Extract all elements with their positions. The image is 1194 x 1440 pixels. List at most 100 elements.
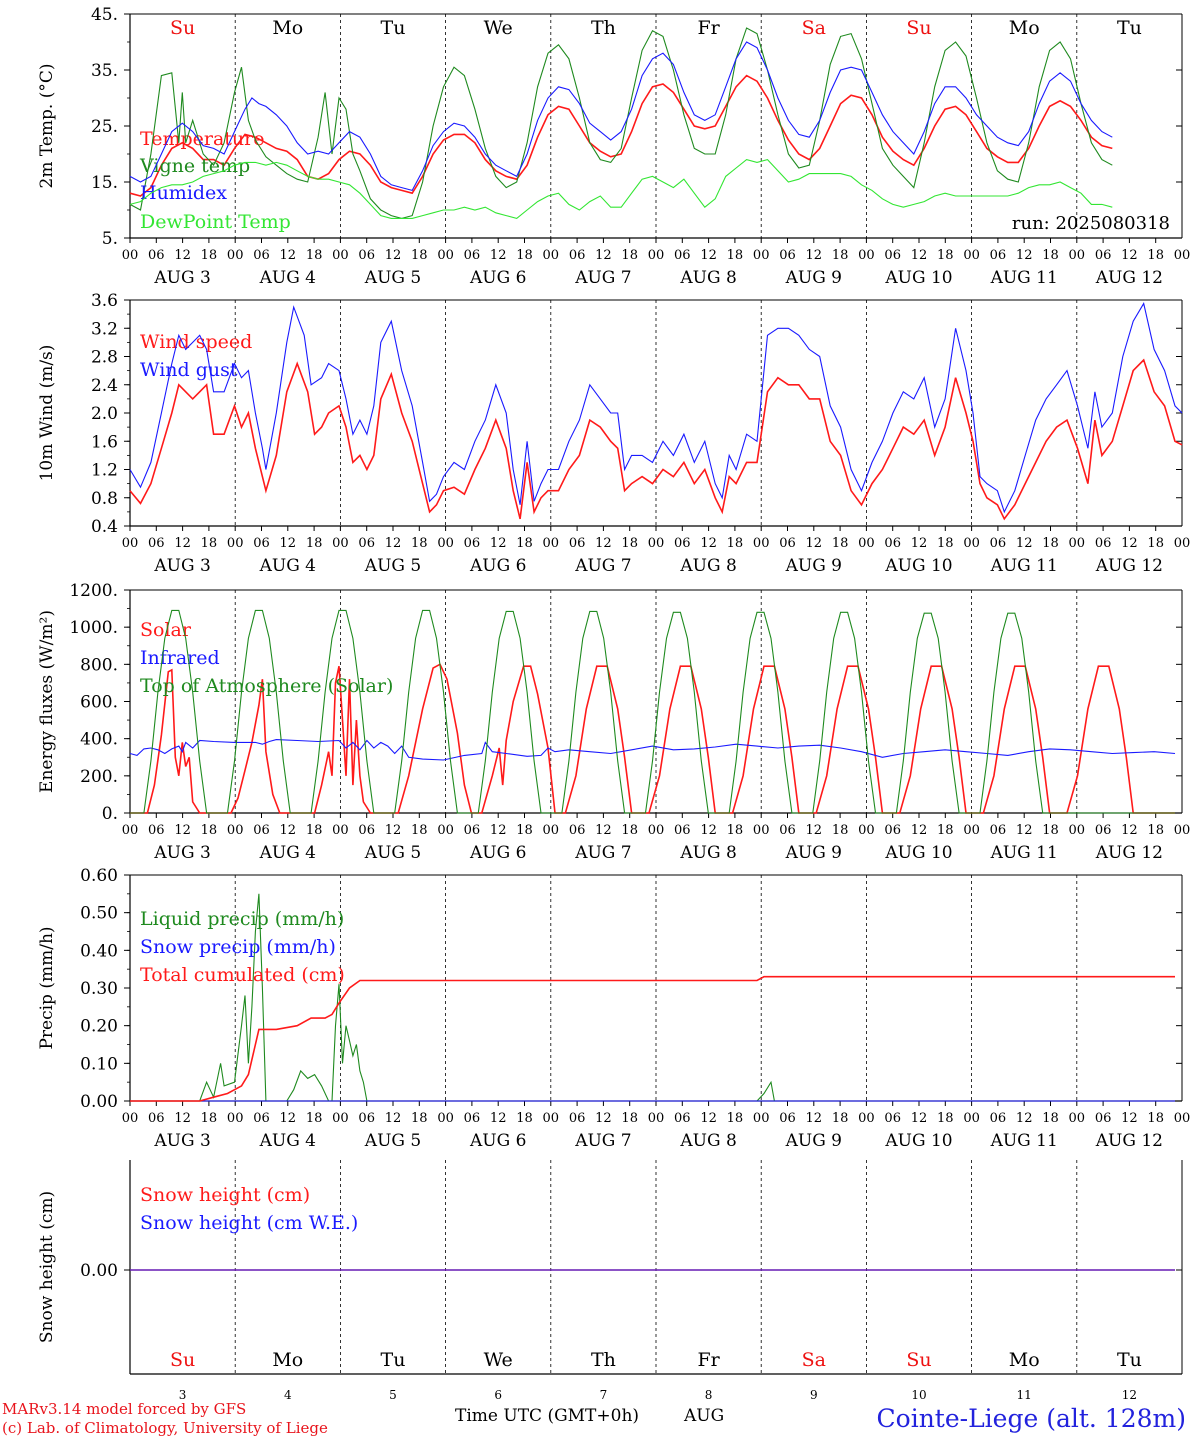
hour-tick-label: 00 <box>753 248 770 263</box>
hour-tick-label: 12 <box>1016 1111 1033 1126</box>
date-label: AUG 7 <box>574 843 631 863</box>
date-number-bottom: 3 <box>179 1388 187 1402</box>
date-number-bottom: 6 <box>494 1388 502 1402</box>
date-label: AUG 9 <box>785 843 842 863</box>
hour-tick-label: 18 <box>621 248 638 263</box>
date-label: AUG 11 <box>990 1131 1058 1151</box>
hour-tick-label: 18 <box>832 536 849 551</box>
weekday-label-top: Tu <box>1117 17 1142 39</box>
hour-tick-label: 12 <box>385 823 402 838</box>
date-number-bottom: 4 <box>284 1388 292 1402</box>
y-tick-label: 0.4 <box>91 517 118 537</box>
date-label: AUG 11 <box>990 843 1058 863</box>
hour-tick-label: 00 <box>332 248 349 263</box>
month-label: AUG <box>684 1406 725 1426</box>
hour-tick-label: 12 <box>700 823 717 838</box>
y-tick-label: 400. <box>80 730 118 750</box>
hour-tick-label: 06 <box>569 536 586 551</box>
hour-tick-label: 06 <box>464 1111 481 1126</box>
hour-tick-label: 12 <box>1121 536 1138 551</box>
hour-tick-label: 18 <box>201 1111 218 1126</box>
date-label: AUG 8 <box>679 556 736 576</box>
hour-tick-label: 06 <box>358 1111 375 1126</box>
hour-tick-label: 06 <box>674 1111 691 1126</box>
series-line-liquid-precip-mm-h- <box>130 893 1175 1102</box>
hour-tick-label: 18 <box>727 536 744 551</box>
date-label: AUG 3 <box>153 556 210 576</box>
weekday-label-top: Fr <box>697 17 720 39</box>
hour-tick-label: 00 <box>858 536 875 551</box>
date-number-bottom: 5 <box>389 1388 397 1402</box>
hour-tick-label: 00 <box>1174 536 1191 551</box>
y-tick-label: 15. <box>91 173 118 193</box>
y-axis-label: Snow height (cm) <box>37 1191 57 1343</box>
hour-tick-label: 06 <box>1095 1111 1112 1126</box>
hour-tick-label: 00 <box>648 823 665 838</box>
weekday-label-bottom: Su <box>170 1349 195 1371</box>
date-label: AUG 10 <box>884 843 952 863</box>
hour-tick-label: 06 <box>253 248 270 263</box>
y-tick-label: 3.6 <box>91 291 118 311</box>
hour-tick-label: 00 <box>963 248 980 263</box>
hour-tick-label: 18 <box>832 823 849 838</box>
y-tick-label: 45. <box>91 5 118 25</box>
date-label: AUG 10 <box>884 556 952 576</box>
date-label: AUG 9 <box>785 268 842 288</box>
legend-entry: Temperature <box>140 128 264 150</box>
date-label: AUG 7 <box>574 268 631 288</box>
legend-entry: Solar <box>140 619 192 641</box>
weekday-label-top: Su <box>170 17 195 39</box>
hour-tick-label: 06 <box>148 1111 165 1126</box>
hour-tick-label: 00 <box>648 536 665 551</box>
series-line-wind-gust <box>129 302 1183 514</box>
hour-tick-label: 12 <box>490 248 507 263</box>
hour-tick-label: 12 <box>1016 536 1033 551</box>
hour-tick-label: 12 <box>490 1111 507 1126</box>
date-label: AUG 8 <box>679 843 736 863</box>
hour-tick-label: 12 <box>595 248 612 263</box>
date-number-bottom: 8 <box>705 1388 713 1402</box>
hour-tick-label: 00 <box>963 536 980 551</box>
legend-entry: Snow precip (mm/h) <box>140 936 336 958</box>
series-line-total-cumulated-cm- <box>130 975 1175 1102</box>
date-label: AUG 12 <box>1095 556 1163 576</box>
date-number-bottom: 7 <box>600 1388 608 1402</box>
hour-tick-label: 06 <box>464 248 481 263</box>
hour-tick-label: 12 <box>911 248 928 263</box>
hour-tick-label: 00 <box>437 1111 454 1126</box>
y-tick-label: 0.50 <box>80 904 118 924</box>
hour-tick-label: 18 <box>727 1111 744 1126</box>
hour-tick-label: 00 <box>858 1111 875 1126</box>
hour-tick-label: 06 <box>1095 823 1112 838</box>
weekday-label-top: Mo <box>272 17 303 39</box>
hour-tick-label: 00 <box>753 1111 770 1126</box>
hour-tick-label: 00 <box>437 536 454 551</box>
hour-tick-label: 00 <box>1174 823 1191 838</box>
date-label: AUG 9 <box>785 1131 842 1151</box>
y-tick-label: 200. <box>80 767 118 787</box>
y-tick-label: 0.00 <box>80 1261 118 1281</box>
hour-tick-label: 12 <box>174 248 191 263</box>
hour-tick-label: 18 <box>727 823 744 838</box>
date-label: AUG 4 <box>259 556 316 576</box>
y-tick-label: 0.60 <box>80 866 118 886</box>
date-label: AUG 6 <box>469 268 526 288</box>
hour-tick-label: 12 <box>1016 248 1033 263</box>
hour-tick-label: 12 <box>1121 1111 1138 1126</box>
date-label: AUG 6 <box>469 1131 526 1151</box>
hour-tick-label: 18 <box>516 1111 533 1126</box>
series-line-temperature <box>129 74 1113 197</box>
series-line-vigne-temp <box>129 27 1113 219</box>
series-line-wind-speed <box>129 358 1183 521</box>
legend-entry: Infrared <box>140 647 220 669</box>
series-line-infrared <box>129 739 1176 761</box>
hour-tick-label: 00 <box>332 1111 349 1126</box>
date-label: AUG 3 <box>153 1131 210 1151</box>
date-label: AUG 11 <box>990 268 1058 288</box>
hour-tick-label: 18 <box>411 1111 428 1126</box>
hour-tick-label: 00 <box>1069 248 1086 263</box>
hour-tick-label: 12 <box>490 536 507 551</box>
y-tick-label: 1000. <box>69 618 118 638</box>
legend-entry: Snow height (cm W.E.) <box>140 1212 358 1234</box>
